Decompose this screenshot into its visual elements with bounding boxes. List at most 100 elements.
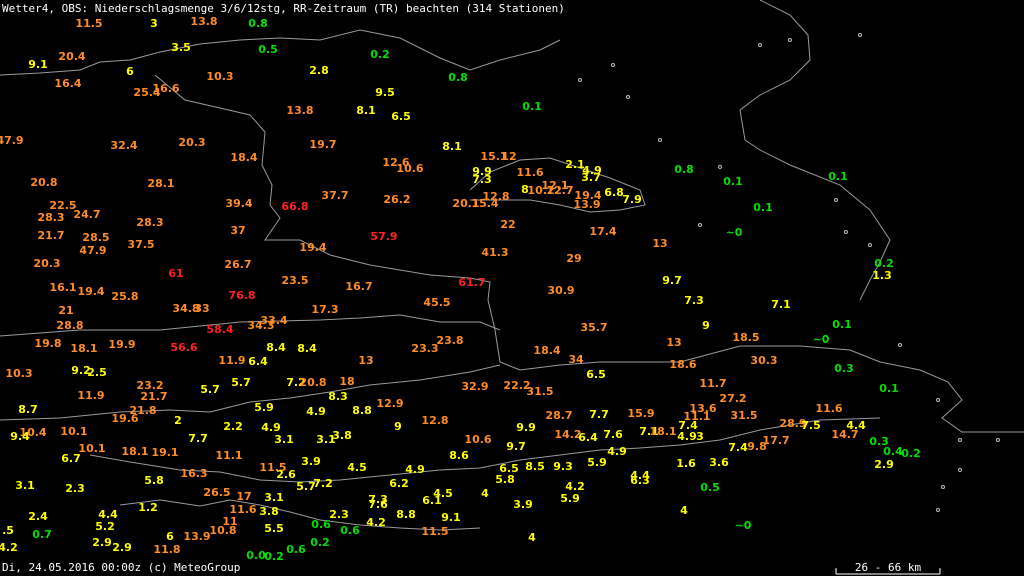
station-value: 31.5 <box>730 409 757 422</box>
station-value: 13.8 <box>190 15 217 28</box>
station-value: 7.6 <box>603 428 623 441</box>
station-value: 4.9 <box>607 445 627 458</box>
station-value: 9.4 <box>10 430 30 443</box>
station-value: 37.7 <box>321 189 348 202</box>
station-value: 0.1 <box>753 201 773 214</box>
station-value: 16.4 <box>54 77 81 90</box>
station-value: 23.2 <box>136 379 163 392</box>
station-value: 9.7 <box>662 274 682 287</box>
station-value: 12 <box>501 150 516 163</box>
station-value: 7.3 <box>472 173 492 186</box>
station-dot <box>698 223 702 227</box>
station-value: 7.7 <box>589 408 609 421</box>
credit: Di, 24.05.2016 00:00z (c) MeteoGroup <box>2 561 240 574</box>
station-value: 16.6 <box>152 82 179 95</box>
station-value: 30.9 <box>547 284 574 297</box>
station-value: 12.7 <box>546 184 573 197</box>
station-value: 22.5 <box>49 199 76 212</box>
station-value: 11.1 <box>683 410 710 423</box>
station-value: 7.2 <box>313 477 333 490</box>
station-value: 19.4 <box>574 189 601 202</box>
station-value: 1.2 <box>138 501 158 514</box>
station-value: 2.4 <box>28 510 48 523</box>
station-value: 10.8 <box>209 524 236 537</box>
station-value: 10.3 <box>5 367 32 380</box>
station-value: 15.9 <box>627 407 654 420</box>
station-value: 0.2 <box>310 536 330 549</box>
station-value: 16.7 <box>345 280 372 293</box>
station-value: 12.1 <box>541 179 568 192</box>
station-value: 21.8 <box>129 404 156 417</box>
station-dot <box>758 43 762 47</box>
station-value: 0.3 <box>869 435 889 448</box>
station-value: 31.5 <box>526 385 553 398</box>
station-value: 5.9 <box>254 401 274 414</box>
station-value: 0.6 <box>340 524 360 537</box>
station-value: 8.3 <box>328 390 348 403</box>
station-value: 28.8 <box>56 319 83 332</box>
station-value: 0.1 <box>879 382 899 395</box>
station-value: 10.4 <box>19 426 46 439</box>
station-value: 6.4 <box>578 431 598 444</box>
station-value: 18 <box>339 375 354 388</box>
station-value: 8.1 <box>442 140 462 153</box>
station-value: 3.7 <box>581 171 601 184</box>
station-value: 61.7 <box>458 276 485 289</box>
station-value: 11.1 <box>215 449 242 462</box>
station-value: 0.5 <box>258 43 278 56</box>
station-value: 17.7 <box>762 434 789 447</box>
station-value: .5 <box>2 524 14 537</box>
station-value: 11.6 <box>229 503 256 516</box>
station-value: 33.4 <box>260 314 287 327</box>
station-value: 2.2 <box>223 420 243 433</box>
station-value: 28.3 <box>37 211 64 224</box>
station-value: 23.3 <box>411 342 438 355</box>
station-value: 26.5 <box>203 486 230 499</box>
station-dot <box>958 468 962 472</box>
station-value: 34.3 <box>247 319 274 332</box>
station-dot <box>578 78 582 82</box>
station-value: 7.4 <box>678 419 698 432</box>
station-dot <box>858 33 862 37</box>
empty-stations <box>578 33 1000 512</box>
station-value: 15.1 <box>480 150 507 163</box>
station-value: 13 <box>652 237 667 250</box>
station-value: 0.2 <box>901 447 921 460</box>
station-value: 3.5 <box>171 41 191 54</box>
station-dot <box>788 38 792 42</box>
station-value: 6.2 <box>389 477 409 490</box>
station-value: 4.9 <box>405 463 425 476</box>
station-value: 25.4 <box>133 86 160 99</box>
station-value: 7.4 <box>728 441 748 454</box>
station-value: 20.8 <box>299 376 326 389</box>
station-value: 13.9 <box>183 530 210 543</box>
station-value: 2.8 <box>309 64 329 77</box>
station-value: 32.9 <box>461 380 488 393</box>
station-value: ~0 <box>726 226 743 239</box>
station-value: ~0 <box>813 333 830 346</box>
station-value: 5.7 <box>200 383 220 396</box>
station-value: 11.6 <box>516 166 543 179</box>
station-value: 13 <box>358 354 373 367</box>
station-value: 3.9 <box>301 455 321 468</box>
station-value: 17.3 <box>311 303 338 316</box>
station-value: 19.9 <box>108 338 135 351</box>
station-value: 21.7 <box>140 390 167 403</box>
station-value: 56.6 <box>170 341 197 354</box>
station-value: 5.7 <box>296 480 316 493</box>
station-value: 19.4 <box>77 285 104 298</box>
station-value: 3 <box>696 430 704 443</box>
station-value: 4.9 <box>677 430 697 443</box>
station-value: 3.1 <box>274 433 294 446</box>
station-value: 11.9 <box>77 389 104 402</box>
station-value: 0.2 <box>874 257 894 270</box>
station-value: 1.3 <box>872 269 892 282</box>
station-value: 19.1 <box>151 446 178 459</box>
station-value: 2.3 <box>65 482 85 495</box>
station-value: 4.4 <box>846 419 866 432</box>
scale-label: 26 - 66 km <box>855 561 922 574</box>
station-value: 58.4 <box>206 323 233 336</box>
station-value: 19.6 <box>111 412 138 425</box>
